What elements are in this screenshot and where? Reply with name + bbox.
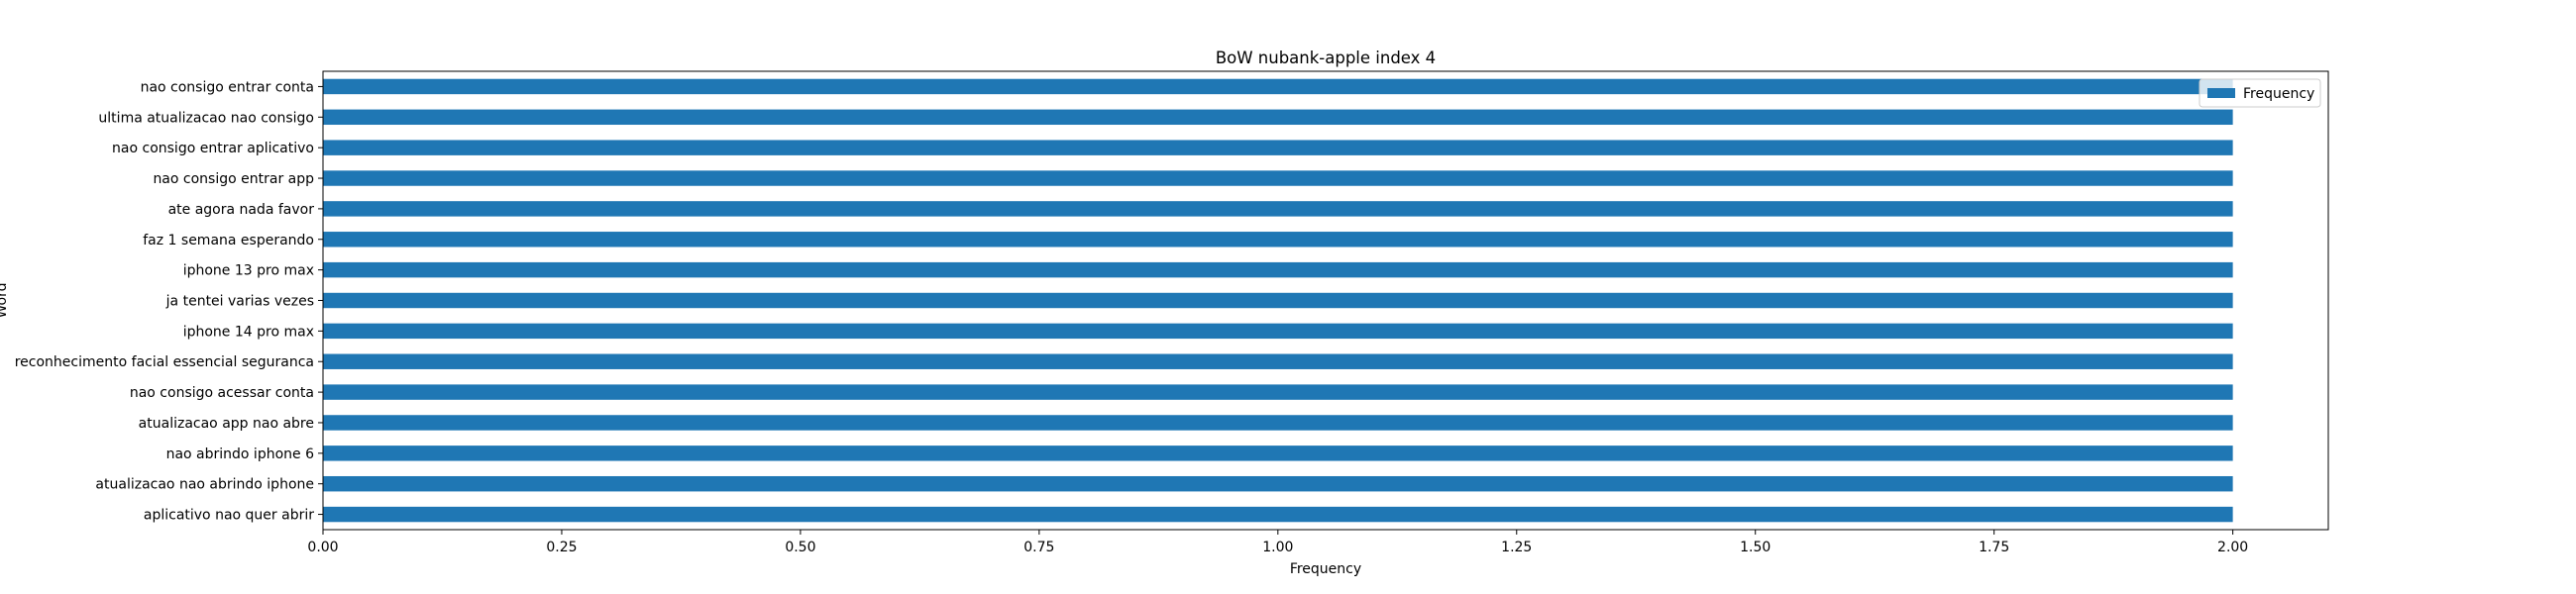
bar	[323, 292, 2233, 309]
bar	[323, 384, 2233, 400]
x-axis-ticks: 0.00 0.25 0.50 0.75 1.00 1.25 1.50 1.75 2.00	[307, 530, 2248, 555]
legend-label: Frequency	[2243, 86, 2314, 102]
y-tick-label: nao consigo entrar aplicativo	[112, 141, 314, 156]
bar	[323, 323, 2233, 340]
bar	[323, 475, 2233, 492]
bar	[323, 201, 2233, 217]
bar	[323, 109, 2233, 126]
y-tick-label: nao abrindo iphone 6	[166, 446, 315, 462]
y-tick-label: nao consigo entrar app	[153, 171, 314, 187]
bar	[323, 446, 2233, 461]
y-tick-label: ja tentei varias vezes	[165, 294, 314, 310]
x-tick-label: 2.00	[2217, 540, 2248, 555]
x-tick-label: 1.25	[1501, 540, 1532, 555]
x-tick-label: 1.00	[1262, 540, 1293, 555]
bar	[323, 506, 2233, 523]
plot-frame	[322, 70, 2329, 531]
bar	[323, 140, 2233, 155]
bars-layer	[323, 78, 2233, 523]
y-tick-label: nao consigo entrar conta	[141, 79, 314, 95]
y-tick-label: ultima atualizacao nao consigo	[98, 110, 314, 126]
legend-swatch	[2207, 88, 2235, 98]
bar	[323, 170, 2233, 186]
bar	[323, 232, 2233, 248]
y-axis-label: Word	[0, 283, 10, 319]
chart-title: BoW nubank-apple index 4	[1216, 49, 1436, 67]
bar	[323, 78, 2233, 95]
y-tick-label: nao consigo acessar conta	[130, 385, 314, 401]
y-tick-label: reconhecimento facial essencial seguranc…	[15, 354, 314, 370]
y-tick-label: atualizacao nao abrindo iphone	[95, 477, 314, 493]
x-tick-label: 0.25	[546, 540, 577, 555]
y-tick-label: aplicativo nao quer abrir	[144, 508, 314, 524]
y-tick-label: atualizacao app nao abre	[139, 416, 314, 432]
x-tick-label: 0.50	[785, 540, 815, 555]
x-tick-label: 1.75	[1979, 540, 2009, 555]
x-axis-label: Frequency	[1290, 561, 1361, 577]
y-tick-label: iphone 14 pro max	[183, 324, 314, 340]
bar	[323, 261, 2233, 278]
legend-box	[2199, 78, 2321, 108]
y-axis-ticks: nao consigo entrar conta ultima atualizac…	[15, 79, 323, 524]
legend: Frequency	[2199, 78, 2321, 108]
y-tick-label: ate agora nada favor	[168, 202, 315, 218]
y-tick-label: faz 1 semana esperando	[143, 233, 314, 248]
x-tick-label: 0.00	[307, 540, 338, 555]
y-tick-label: iphone 13 pro max	[183, 263, 314, 279]
bar	[323, 415, 2233, 431]
bar	[323, 353, 2233, 369]
x-tick-label: 0.75	[1023, 540, 1054, 555]
x-tick-label: 1.50	[1740, 540, 1771, 555]
